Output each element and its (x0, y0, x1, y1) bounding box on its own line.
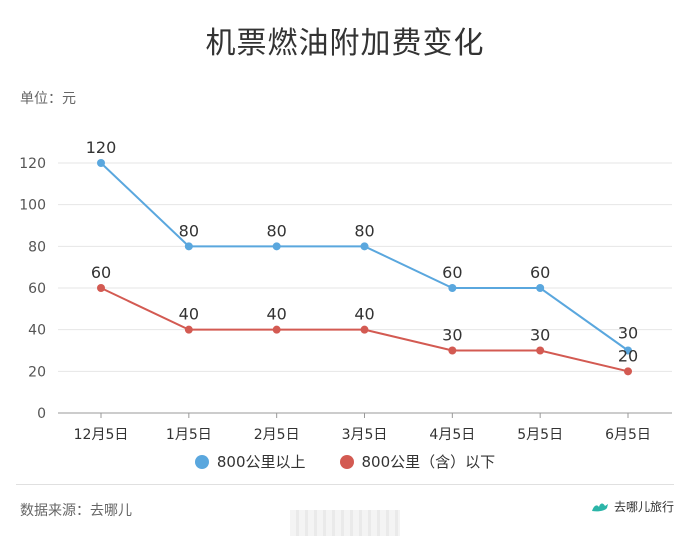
x-tick-label: 4月5日 (429, 427, 475, 443)
x-tick-label: 12月5日 (74, 427, 129, 443)
y-tick-label: 100 (19, 198, 46, 214)
legend-item-series-2[interactable]: 800公里（含）以下 (339, 451, 496, 472)
y-tick-label: 60 (28, 281, 46, 297)
data-point-series-1 (448, 284, 457, 292)
data-point-series-1 (624, 346, 632, 355)
legend-label-series-1: 800公里以上 (216, 453, 306, 471)
data-point-series-1 (536, 284, 545, 292)
data-label-series-2: 30 (442, 326, 462, 345)
data-label-series-2: 20 (618, 346, 638, 365)
unit-label: 单位：元 (20, 91, 76, 107)
data-point-series-1 (97, 159, 105, 167)
y-tick-label: 20 (28, 364, 46, 380)
data-label-series-2: 40 (354, 305, 374, 324)
data-label-series-2: 30 (530, 326, 550, 345)
data-label-series-1: 80 (179, 221, 199, 240)
data-label-series-1: 120 (86, 138, 117, 157)
data-label-series-1: 60 (442, 263, 462, 282)
x-tick-label: 1月5日 (166, 427, 212, 443)
x-tick-label: 2月5日 (254, 427, 300, 443)
data-point-series-2 (360, 325, 369, 334)
data-point-series-2 (272, 325, 281, 334)
data-point-series-2 (448, 346, 457, 355)
legend: 800公里以上 800公里（含）以下 (0, 451, 690, 472)
data-point-series-1 (184, 242, 193, 251)
x-tick-label: 6月5日 (605, 427, 651, 443)
data-label-series-2: 40 (179, 305, 199, 324)
camel-logo-icon (591, 502, 608, 511)
data-point-series-2 (184, 325, 193, 334)
y-tick-label: 0 (37, 406, 46, 422)
watermark (290, 510, 400, 536)
y-tick-label: 80 (28, 239, 46, 255)
legend-item-series-1[interactable]: 800公里以上 (194, 451, 306, 472)
footer-divider (16, 484, 674, 485)
brand-logo: 去哪儿旅行 (590, 498, 674, 515)
data-label-series-1: 80 (354, 221, 374, 240)
data-source: 数据来源：去哪儿 (20, 503, 132, 519)
data-label-series-2: 40 (266, 305, 286, 324)
data-label-series-1: 60 (530, 263, 550, 282)
y-tick-label: 40 (28, 323, 46, 339)
data-point-series-2 (624, 367, 632, 376)
legend-marker-series-2 (339, 454, 354, 469)
data-label-series-1: 80 (266, 221, 286, 240)
x-tick-label: 5月5日 (517, 427, 563, 443)
y-tick-label: 120 (19, 156, 46, 172)
legend-label-series-2: 800公里（含）以下 (361, 453, 496, 471)
legend-marker-series-1 (194, 454, 209, 469)
data-point-series-1 (360, 242, 369, 251)
data-point-series-2 (536, 346, 545, 355)
data-label-series-1: 30 (618, 324, 638, 343)
brand-name: 去哪儿旅行 (613, 500, 674, 514)
data-point-series-1 (272, 242, 281, 251)
x-tick-label: 3月5日 (342, 427, 388, 443)
data-label-series-2: 60 (91, 263, 111, 282)
data-point-series-2 (97, 284, 105, 292)
chart-title: 机票燃油附加费变化 (205, 26, 485, 61)
